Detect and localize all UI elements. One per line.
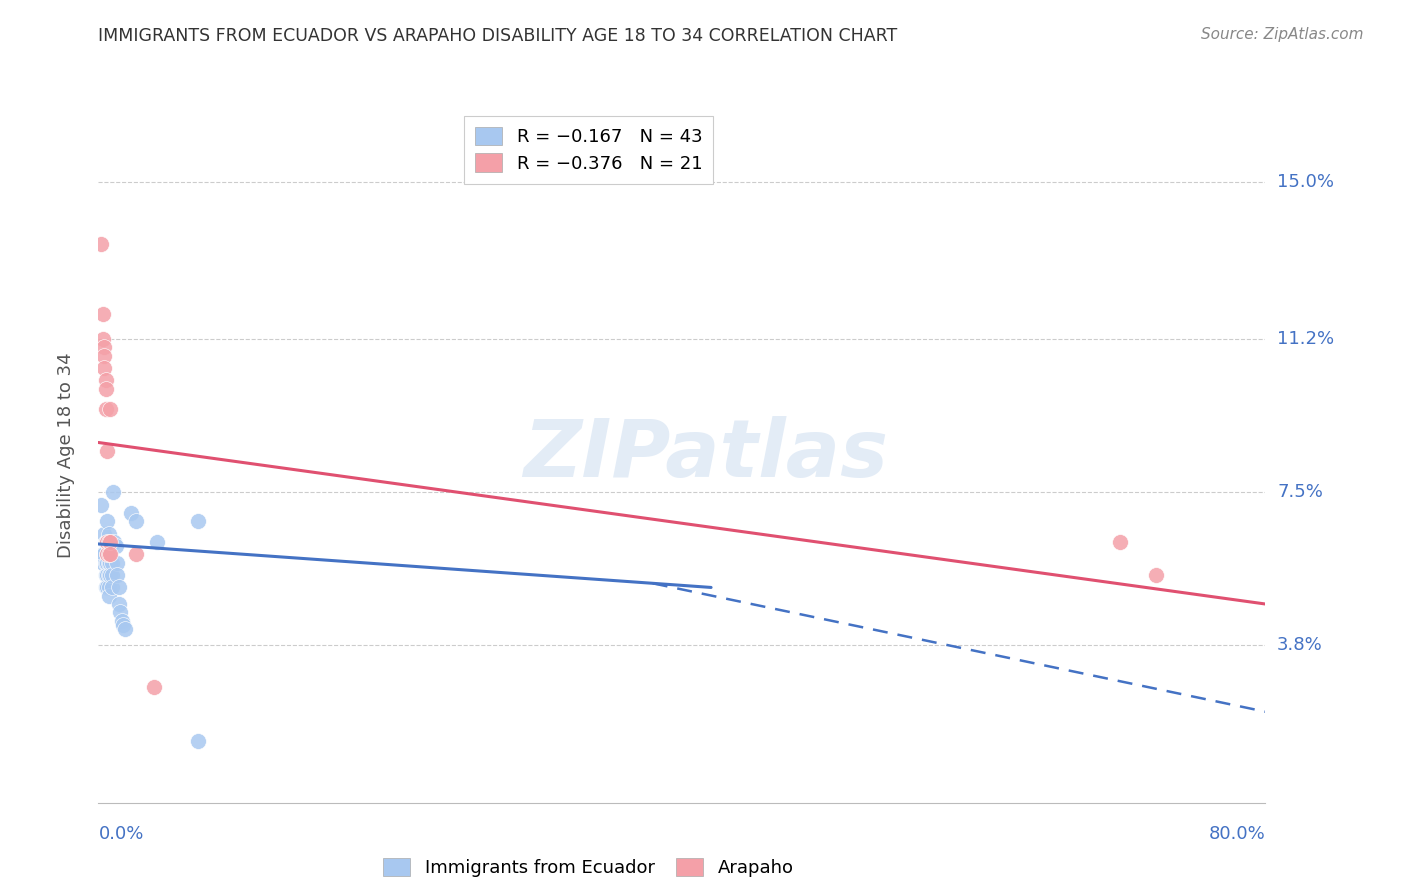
Point bbox=[187, 733, 209, 747]
Point bbox=[98, 547, 121, 561]
Point bbox=[97, 547, 120, 561]
Point bbox=[90, 498, 112, 512]
Point bbox=[97, 535, 120, 549]
Point bbox=[94, 568, 117, 582]
Point bbox=[91, 547, 114, 561]
Point bbox=[142, 680, 165, 694]
Point bbox=[91, 332, 114, 346]
Point bbox=[108, 597, 131, 611]
Text: 7.5%: 7.5% bbox=[1277, 483, 1323, 501]
Point bbox=[94, 402, 117, 417]
Point bbox=[96, 535, 118, 549]
Point bbox=[111, 614, 134, 628]
Point bbox=[108, 581, 131, 595]
Point bbox=[101, 485, 124, 500]
Point bbox=[125, 514, 148, 528]
Point bbox=[110, 605, 132, 619]
Point bbox=[96, 547, 118, 561]
Point bbox=[1144, 568, 1167, 582]
Point bbox=[96, 443, 118, 458]
Point bbox=[93, 349, 115, 363]
Point bbox=[97, 556, 120, 570]
Point bbox=[94, 581, 117, 595]
Point bbox=[97, 589, 120, 603]
Point bbox=[100, 568, 122, 582]
Point bbox=[100, 581, 122, 595]
Point bbox=[90, 236, 112, 251]
Point bbox=[97, 526, 120, 541]
Text: 11.2%: 11.2% bbox=[1277, 330, 1334, 348]
Point bbox=[105, 568, 128, 582]
Point bbox=[94, 382, 117, 396]
Point bbox=[93, 526, 115, 541]
Point bbox=[96, 547, 118, 561]
Point bbox=[96, 581, 118, 595]
Point bbox=[94, 556, 117, 570]
Point bbox=[98, 402, 121, 417]
Point bbox=[146, 535, 169, 549]
Point bbox=[98, 556, 121, 570]
Point bbox=[100, 556, 122, 570]
Point bbox=[98, 539, 121, 553]
Point bbox=[1108, 535, 1130, 549]
Point bbox=[97, 581, 120, 595]
Point bbox=[96, 514, 118, 528]
Point bbox=[96, 556, 118, 570]
Text: 0.0%: 0.0% bbox=[98, 825, 143, 843]
Text: IMMIGRANTS FROM ECUADOR VS ARAPAHO DISABILITY AGE 18 TO 34 CORRELATION CHART: IMMIGRANTS FROM ECUADOR VS ARAPAHO DISAB… bbox=[98, 27, 897, 45]
Y-axis label: Disability Age 18 to 34: Disability Age 18 to 34 bbox=[56, 352, 75, 558]
Point bbox=[97, 568, 120, 582]
Point bbox=[96, 535, 118, 549]
Point bbox=[98, 568, 121, 582]
Point bbox=[103, 535, 125, 549]
Point bbox=[94, 535, 117, 549]
Point bbox=[98, 535, 121, 549]
Point bbox=[104, 539, 127, 553]
Point bbox=[187, 514, 209, 528]
Point bbox=[114, 622, 136, 636]
Text: ZIPatlas: ZIPatlas bbox=[523, 416, 887, 494]
Point bbox=[125, 547, 148, 561]
Point bbox=[93, 547, 115, 561]
Point bbox=[105, 556, 128, 570]
Point bbox=[91, 307, 114, 321]
Point bbox=[112, 617, 135, 632]
Text: Source: ZipAtlas.com: Source: ZipAtlas.com bbox=[1201, 27, 1364, 42]
Point bbox=[91, 556, 114, 570]
Point bbox=[93, 340, 115, 354]
Point bbox=[120, 506, 142, 520]
Point bbox=[93, 361, 115, 376]
Point bbox=[96, 568, 118, 582]
Point bbox=[94, 373, 117, 387]
Legend: Immigrants from Ecuador, Arapaho: Immigrants from Ecuador, Arapaho bbox=[375, 850, 801, 884]
Text: 80.0%: 80.0% bbox=[1209, 825, 1265, 843]
Point bbox=[97, 539, 120, 553]
Text: 3.8%: 3.8% bbox=[1277, 636, 1323, 655]
Text: 15.0%: 15.0% bbox=[1277, 172, 1334, 191]
